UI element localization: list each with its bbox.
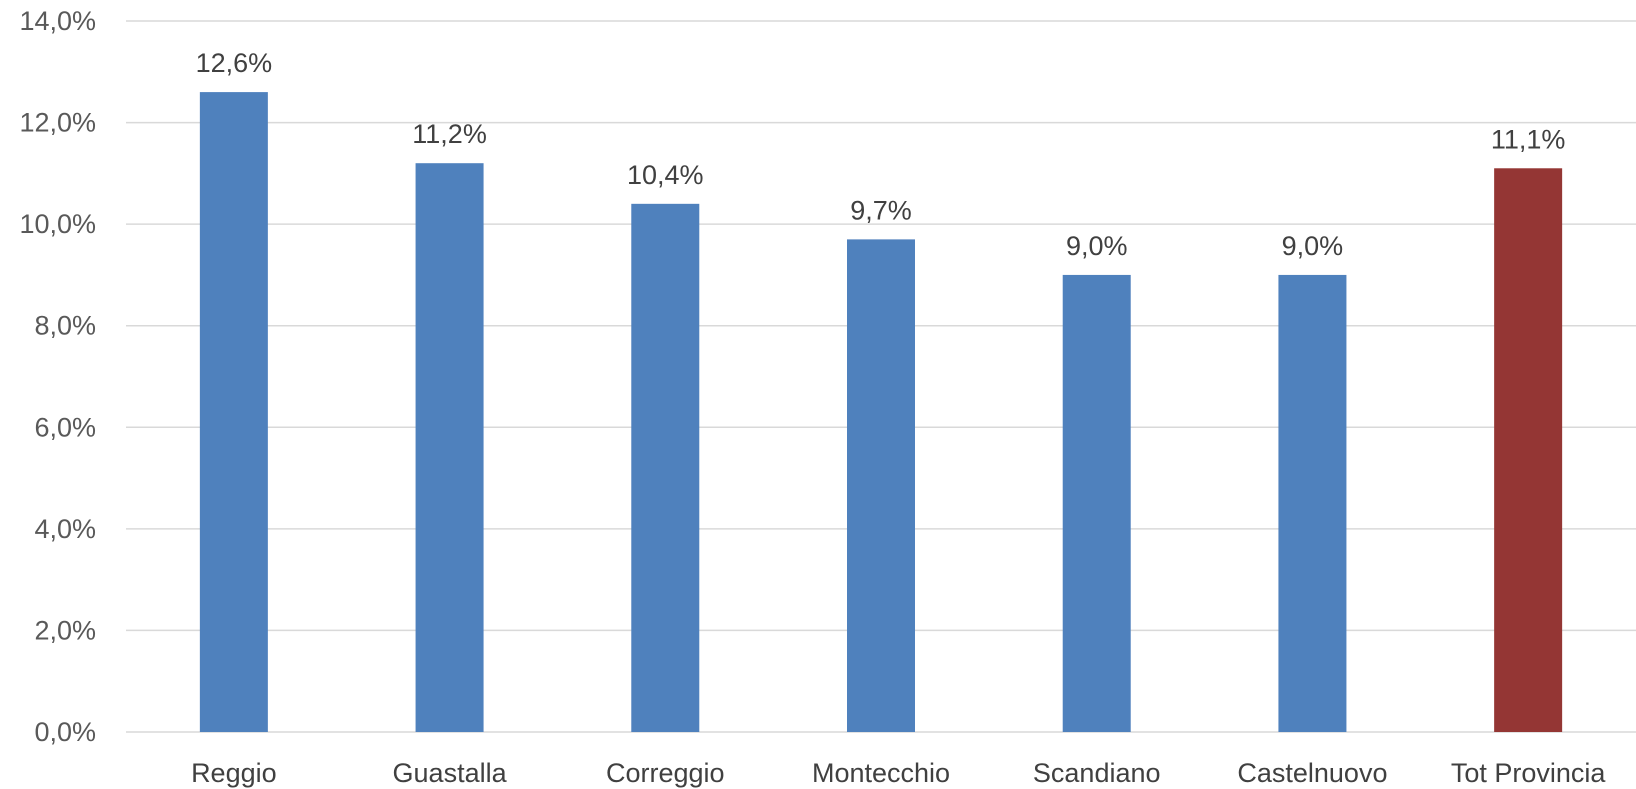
category-label: Reggio: [191, 758, 277, 788]
category-label: Montecchio: [812, 758, 950, 788]
x-axis-category-labels: Reggio Guastalla Correggio Montecchio Scandi…: [191, 758, 1606, 788]
data-label: 9,7%: [850, 195, 912, 225]
y-tick-label: 8,0%: [34, 311, 96, 341]
bars: [199, 92, 1563, 733]
y-axis-tick-labels: 0,0% 2,0% 4,0% 6,0% 8,0% 10,0% 12,0% 14,0%: [19, 6, 96, 747]
bar: [415, 163, 484, 732]
category-label: Castelnuovo: [1237, 758, 1387, 788]
data-labels: 12,6% 11,2% 10,4% 9,7% 9,0% 9,0% 11,1%: [196, 48, 1566, 261]
data-label: 11,1%: [1491, 124, 1566, 154]
bar: [1494, 168, 1563, 732]
y-tick-label: 2,0%: [34, 615, 96, 645]
bar: [1062, 274, 1131, 732]
bar: [1278, 274, 1347, 732]
y-tick-label: 4,0%: [34, 514, 96, 544]
y-tick-label: 14,0%: [19, 6, 96, 36]
category-label: Guastalla: [393, 758, 508, 788]
y-tick-label: 0,0%: [34, 717, 96, 747]
bar: [199, 92, 268, 733]
data-label: 9,0%: [1066, 231, 1128, 261]
bar: [847, 239, 915, 732]
y-tick-label: 12,0%: [19, 108, 96, 138]
y-tick-label: 10,0%: [19, 209, 96, 239]
bar: [631, 203, 700, 733]
category-label: Correggio: [606, 758, 725, 788]
category-label: Tot Provincia: [1451, 758, 1607, 788]
data-label: 12,6%: [196, 48, 273, 78]
data-label: 9,0%: [1282, 231, 1344, 261]
y-tick-label: 6,0%: [34, 412, 96, 442]
category-label: Scandiano: [1033, 758, 1161, 788]
data-label: 10,4%: [627, 160, 704, 190]
data-label: 11,2%: [412, 119, 487, 149]
